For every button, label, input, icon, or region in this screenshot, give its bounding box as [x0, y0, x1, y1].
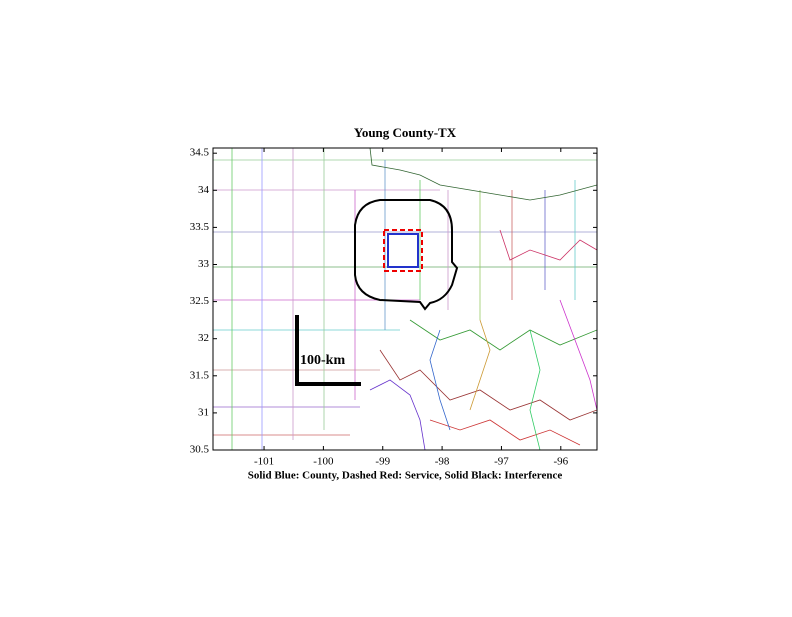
y-tick-label: 32.5: [190, 295, 210, 307]
y-tick-label: 33: [198, 258, 210, 270]
y-tick-label: 31: [198, 406, 209, 418]
y-tick-label: 34.5: [190, 147, 210, 159]
chart-title: Young County-TX: [354, 125, 457, 140]
county-outline: [387, 233, 419, 268]
plot-frame: [212, 147, 598, 451]
y-tick-label: 32: [198, 332, 209, 344]
y-tick-label: 30.5: [190, 444, 210, 456]
service-contour: [383, 229, 423, 272]
x-tick-label: -101: [254, 456, 274, 468]
interference-contour: [354, 199, 459, 311]
scale-bar: [295, 315, 361, 386]
y-tick-label: 34: [198, 184, 210, 196]
x-tick-label: -99: [375, 456, 390, 468]
x-axis-label: Solid Blue: County, Dashed Red: Service,…: [248, 470, 563, 482]
scale-label: 100-km: [300, 353, 345, 368]
x-tick-label: -97: [494, 456, 509, 468]
y-tick-label: 31.5: [190, 369, 210, 381]
y-tick-label: 33.5: [190, 221, 210, 233]
x-tick-label: -100: [313, 456, 334, 468]
county-lines: [213, 148, 597, 450]
x-tick-label: -98: [435, 456, 450, 468]
x-tick-label: -96: [553, 456, 568, 468]
